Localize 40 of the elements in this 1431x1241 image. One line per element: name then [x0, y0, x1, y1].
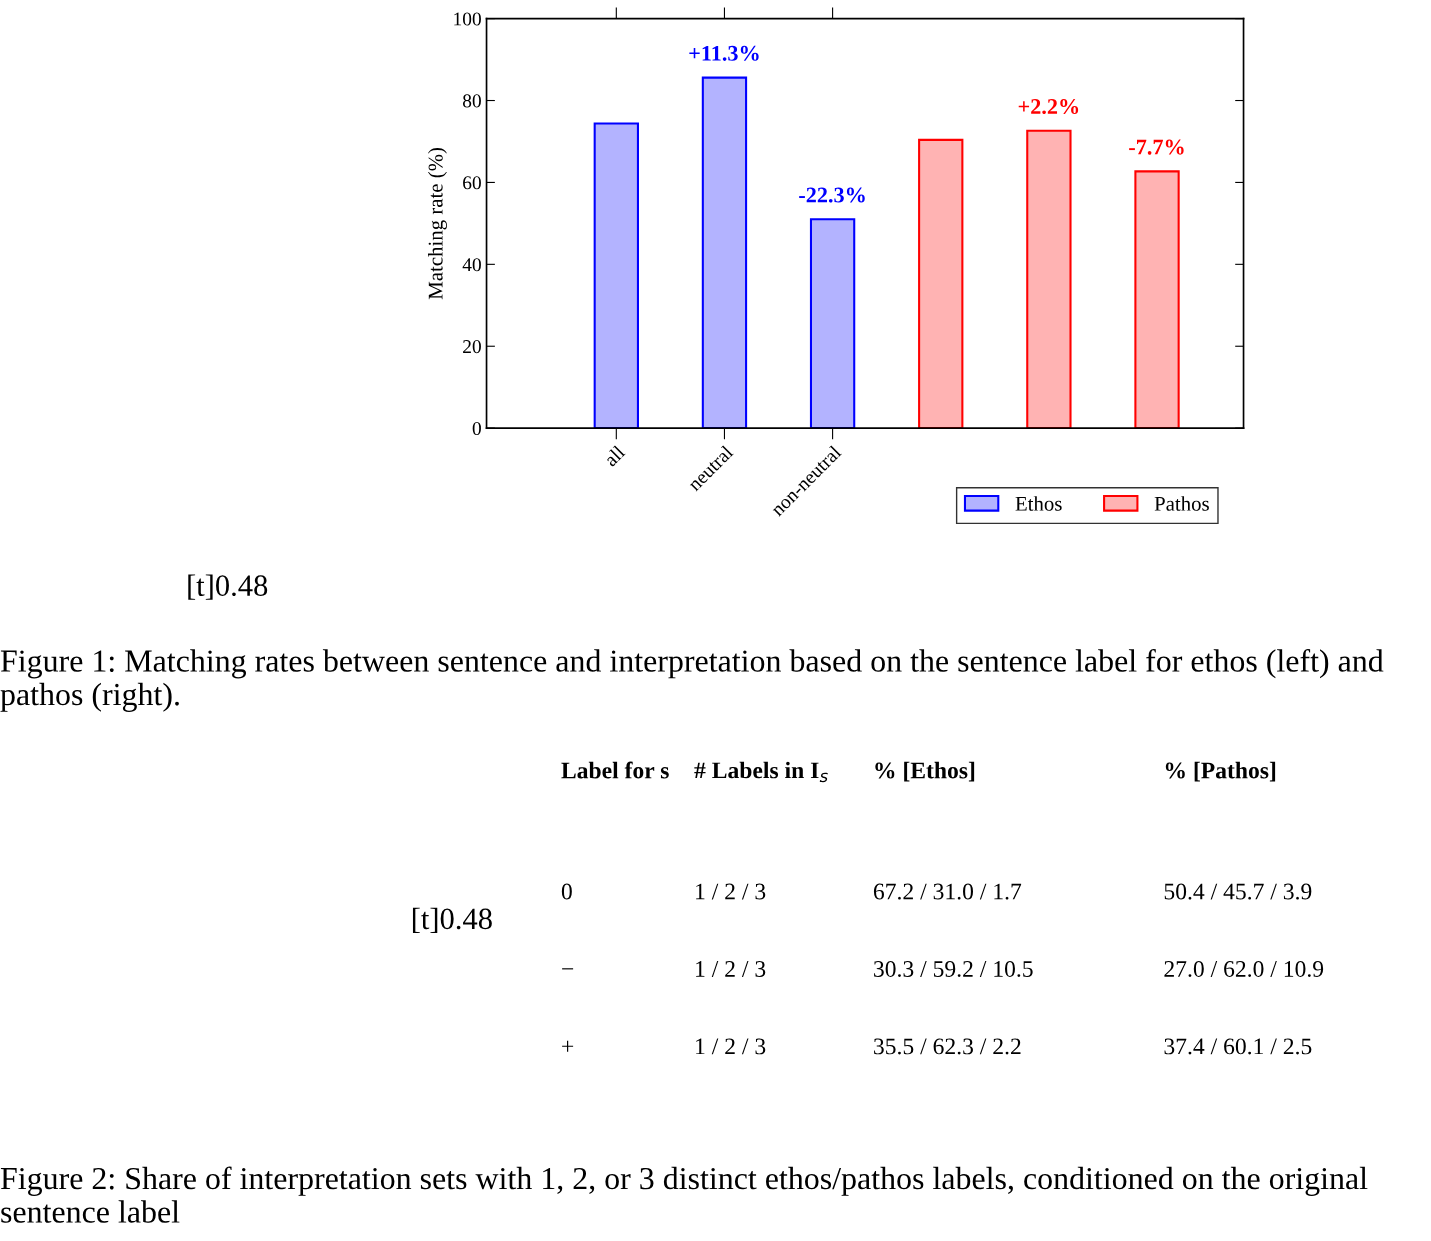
text: Label for s — [561, 761, 669, 779]
caption: Figure 1: Matching rates between sentence and interpretation based on the sentence label for ethos (left) and pathos (right). — [0, 649, 1384, 712]
text: + — [562, 1040, 574, 1052]
legend-label: Ethos — [1015, 496, 1062, 511]
text: 37.4 / 60.1 / 2.5 — [1164, 1038, 1312, 1055]
bar — [1026, 129, 1072, 429]
text: % [Ethos] — [875, 761, 975, 782]
legend-label: Pathos — [1154, 496, 1209, 511]
text: [t]0.48 — [412, 907, 492, 933]
text: [t]0.48 — [188, 574, 268, 600]
text: 50.4 / 45.7 / 3.9 — [1164, 883, 1312, 900]
text: 1 / 2 / 3 — [696, 1038, 766, 1055]
annotation: +2.2% — [1018, 99, 1079, 115]
text: 1 / 2 / 3 — [696, 961, 766, 977]
text: # Labels in I$_{s}$ — [694, 761, 828, 783]
y-tick-label: 40 — [462, 258, 481, 272]
bar — [918, 138, 964, 429]
y-tick-label: 60 — [463, 176, 481, 190]
bar — [1134, 170, 1180, 429]
y-axis-title: Matching rate (%) — [428, 147, 447, 300]
bar — [593, 122, 639, 429]
bar — [809, 218, 856, 429]
text: − — [562, 968, 574, 970]
text: 27.0 / 62.0 / 10.9 — [1164, 960, 1324, 978]
y-tick-label: 0 — [472, 421, 481, 436]
annotation: +11.3% — [689, 45, 759, 61]
bar — [701, 76, 748, 429]
text: % [Pathos] — [1165, 761, 1276, 782]
text: 0 — [561, 883, 572, 900]
text: 67.2 / 31.0 / 1.7 — [873, 883, 1022, 900]
y-tick-label: 80 — [462, 94, 481, 108]
text: 35.5 / 62.3 / 2.2 — [874, 1038, 1021, 1055]
y-tick-label: 20 — [463, 340, 481, 354]
text: 30.3 / 59.2 / 10.5 — [874, 960, 1033, 978]
x-tick-label: all — [603, 444, 626, 468]
annotation: -22.3% — [799, 187, 865, 203]
text: 1 / 2 / 3 — [696, 883, 766, 900]
annotation: -7.7% — [1129, 139, 1184, 155]
y-tick-label: 100 — [454, 12, 481, 26]
caption: Figure 2: Share of interpretation sets with 1, 2, or 3 distinct ethos/pathos labels, conditioned on the original sentence label — [0, 1166, 1368, 1223]
